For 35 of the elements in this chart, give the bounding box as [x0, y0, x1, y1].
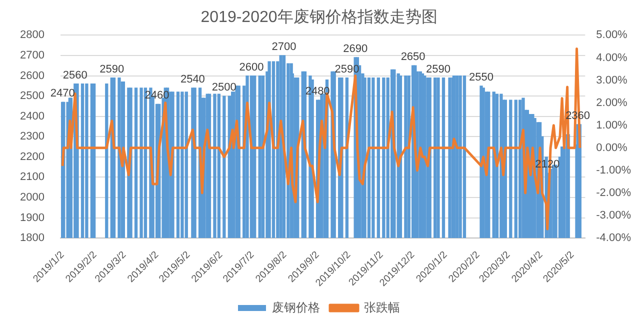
data-label: 2700 [272, 41, 296, 54]
y-tick-label: 1900 [20, 212, 44, 224]
y-tick-label: 2300 [20, 130, 44, 143]
y-tick-label: 2800 [20, 29, 44, 42]
y-tick-label: 1800 [20, 232, 44, 244]
data-label: 2540 [180, 73, 205, 86]
data-label: 2120 [535, 158, 560, 171]
y2-tick-label: -2.00% [596, 187, 632, 200]
data-label: 2690 [343, 43, 368, 56]
y2-tick-label: 3.00% [596, 74, 628, 86]
y2-tick-label: 0.00% [596, 142, 628, 154]
y2-tick-label: 5.00% [596, 29, 628, 42]
y-tick-label: 2200 [20, 150, 44, 163]
data-label: 2560 [62, 69, 88, 82]
y2-tick-label: -1.00% [596, 164, 632, 176]
y-tick-label: 2500 [20, 90, 44, 102]
data-label: 2600 [239, 61, 264, 74]
y-tick-label: 2100 [20, 171, 44, 184]
data-label: 2650 [400, 51, 426, 64]
y2-tick-label: -4.00% [596, 232, 632, 244]
y2-tick-label: 4.00% [596, 52, 628, 64]
y2-tick-label: -3.00% [596, 210, 632, 222]
legend-label: 废钢价格 [272, 300, 320, 314]
legend-label: 张跌幅 [364, 300, 400, 314]
y-tick-label: 2700 [20, 50, 44, 62]
y-tick-label: 2000 [20, 192, 44, 204]
chart-title: 2019-2020年废钢价格指数走势图 [200, 8, 438, 26]
y-tick-label: 2600 [20, 70, 44, 82]
data-label: 2590 [426, 63, 450, 76]
data-label: 2460 [144, 90, 170, 102]
y2-tick-label: 2.00% [596, 96, 628, 109]
y-tick-label: 2400 [20, 110, 44, 122]
data-label: 2590 [100, 63, 124, 76]
y2-tick-label: 1.00% [596, 119, 628, 132]
data-label: 2550 [469, 71, 494, 84]
